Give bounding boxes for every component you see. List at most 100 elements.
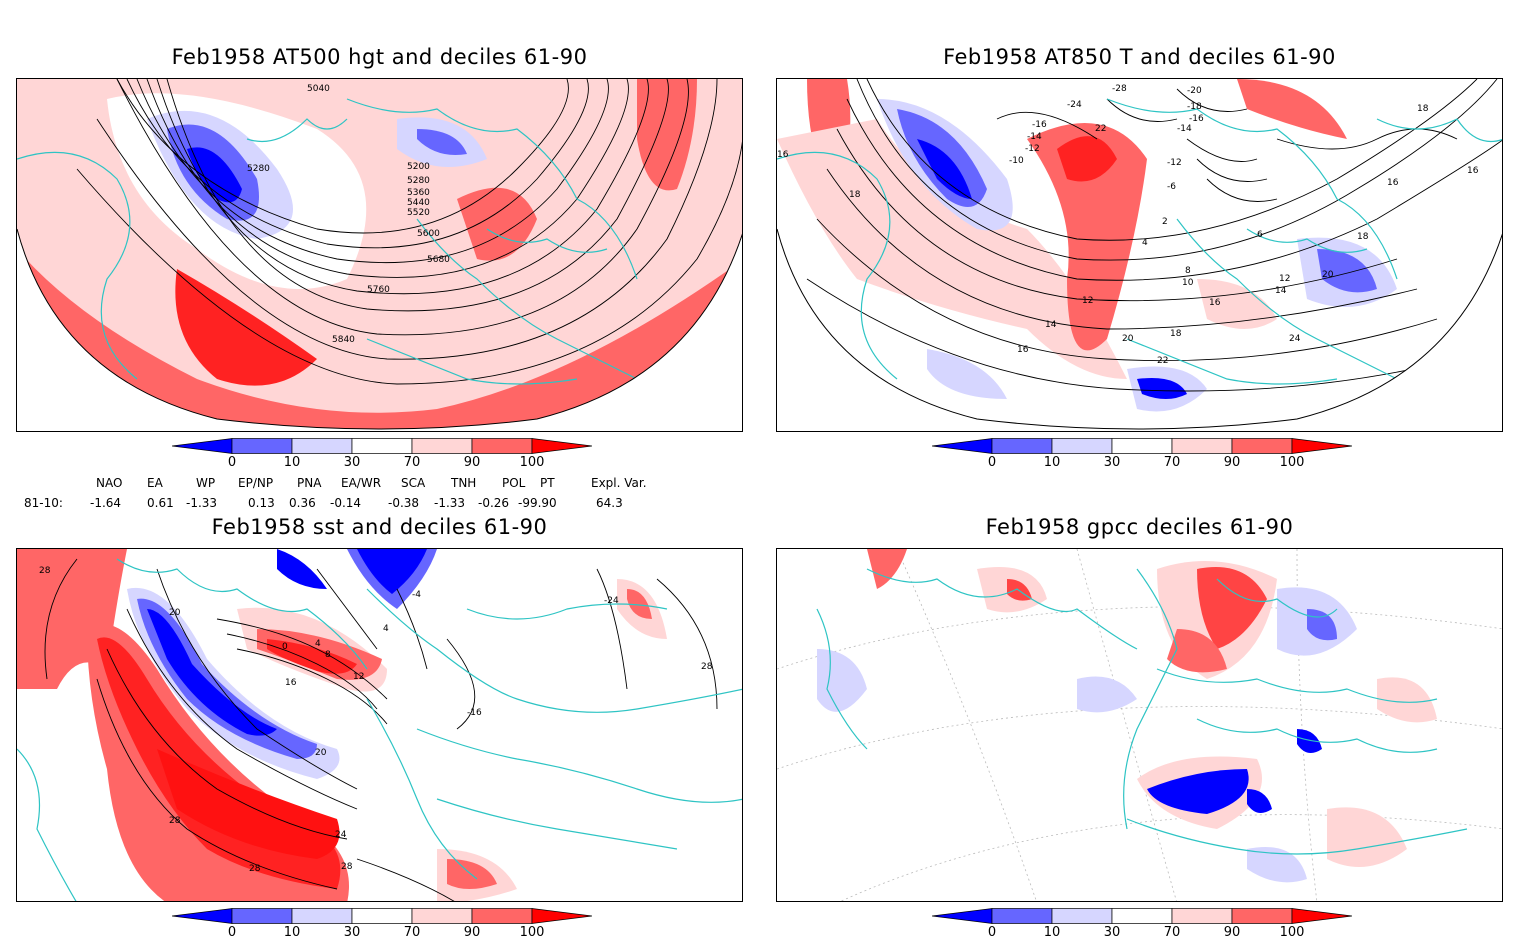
colorbar-tick-label: 100	[519, 455, 545, 470]
colorbar-tick-label: 10	[283, 925, 301, 940]
contour-label: 12	[1279, 274, 1290, 284]
contour-label: -14	[1027, 132, 1042, 142]
colorbar-gpcc: 0 10 30 70 90 100	[932, 908, 1352, 942]
contour-label: -4	[412, 590, 421, 600]
index-header-epnp: EP/NP	[238, 476, 274, 490]
index-header-wp: WP	[196, 476, 216, 490]
contour-label: 28	[341, 862, 353, 872]
contour-label: 5520	[407, 208, 430, 218]
contour-label: 10	[1182, 278, 1194, 288]
contour-label: 16	[1209, 298, 1221, 308]
index-value-epnp: 0.13	[248, 496, 275, 510]
contour-label: 5840	[332, 335, 355, 345]
index-header-tnh: TNH	[451, 476, 477, 490]
contour-label: 22	[1157, 356, 1168, 366]
contour-label: -24	[1067, 100, 1082, 110]
colorbar-tick-label: 0	[987, 925, 997, 940]
contour-label: 20	[1122, 334, 1134, 344]
contour-label: 16	[1467, 166, 1479, 176]
contour-label: 5280	[407, 176, 430, 186]
panel-title-gpcc: Feb1958 gpcc deciles 61-90	[985, 515, 1294, 539]
contour-label: 5040	[307, 84, 330, 94]
index-header-eawr: EA/WR	[341, 476, 382, 490]
colorbar-segment	[291, 908, 353, 924]
contour-label: 5280	[247, 164, 270, 174]
colorbar-segment	[351, 438, 413, 454]
index-value-pol: -0.26	[478, 496, 510, 510]
colorbar-segment-above-100	[531, 908, 592, 924]
contour-label: 4	[1142, 238, 1148, 248]
contour-label: -12	[1025, 144, 1040, 154]
contour-label: 6	[1257, 230, 1263, 240]
index-header-pt: PT	[540, 476, 555, 490]
colorbar-tick-label: 90	[463, 925, 481, 940]
contour-label: 4	[383, 624, 389, 634]
index-value-nao: -1.64	[90, 496, 122, 510]
colorbar-segment	[231, 438, 293, 454]
contour-label: -18	[1187, 102, 1202, 112]
contour-label: 20	[315, 748, 327, 758]
index-header-pol: POL	[502, 476, 526, 490]
colorbar-segment	[231, 908, 293, 924]
colorbar-segment	[1171, 438, 1233, 454]
index-header-ea: EA	[147, 476, 163, 490]
colorbar-tick-label: 30	[1103, 455, 1121, 470]
index-header-pna: PNA	[297, 476, 322, 490]
contour-label: 8	[1185, 266, 1191, 276]
contour-label: 5440	[407, 198, 430, 208]
contour-label: 4	[315, 639, 321, 649]
contour-label: 28	[249, 864, 261, 874]
colorbar-tick-label: 30	[343, 455, 361, 470]
contour-label: 12	[1082, 296, 1093, 306]
contour-label: 2	[1162, 217, 1168, 227]
contour-label: 16	[1017, 345, 1029, 355]
contour-label: 22	[1095, 124, 1106, 134]
colorbar-segment	[1231, 908, 1293, 924]
contour-label: 5360	[407, 188, 430, 198]
contour-label: 28	[169, 816, 181, 826]
contour-label: 5760	[367, 285, 390, 295]
contour-label: 5200	[407, 162, 430, 172]
contour-label: -10	[1009, 156, 1024, 166]
colorbar-hgt500: 0 10 30 70 90 100	[172, 438, 592, 472]
contour-label: 28	[701, 662, 713, 672]
colorbar-segment	[991, 908, 1053, 924]
index-value-pt: -99.90	[518, 496, 557, 510]
colorbar-graphic	[172, 438, 592, 454]
index-value-pna: 0.36	[289, 496, 316, 510]
colorbar-tick-label: 90	[1223, 455, 1241, 470]
contour-label: 18	[1170, 329, 1182, 339]
colorbar-tick-label: 100	[1279, 455, 1305, 470]
colorbar-tick-label: 0	[987, 455, 997, 470]
contour-label: 0	[282, 642, 288, 652]
contour-label: 20	[1322, 270, 1334, 280]
contour-label: 5680	[427, 255, 450, 265]
colorbar-segment	[1051, 908, 1113, 924]
contour-label: -24	[604, 596, 619, 606]
map-hgt500: 5040 5200 5280 5280 5360 5440 5520 5600 …	[16, 78, 743, 432]
index-header-nao: NAO	[96, 476, 123, 490]
index-header-explvar: Expl. Var.	[591, 476, 647, 490]
colorbar-graphic	[932, 438, 1352, 454]
index-value-wp: -1.33	[186, 496, 218, 510]
colorbar-tick-label: 0	[227, 455, 237, 470]
contour-label: -6	[1167, 182, 1176, 192]
colorbar-tick-label: 100	[519, 925, 545, 940]
index-header-sca: SCA	[401, 476, 426, 490]
colorbar-segment	[411, 438, 473, 454]
contour-label: 20	[169, 608, 181, 618]
contour-label: -14	[1177, 124, 1192, 134]
contour-label: 16	[1387, 178, 1399, 188]
map-sst: 28 20 0 4 8 12 16 4 -4 -16 20 24 28 28 2…	[16, 548, 743, 902]
index-value-ea: 0.61	[147, 496, 174, 510]
colorbar-segment-above-100	[1291, 908, 1352, 924]
contour-label: -16	[467, 708, 482, 718]
colorbar-tick-label: 0	[227, 925, 237, 940]
colorbar-tick-label: 90	[1223, 925, 1241, 940]
index-value-tnh: -1.33	[434, 496, 466, 510]
colorbar-tick-label: 70	[1163, 925, 1181, 940]
colorbar-segment	[1171, 908, 1233, 924]
contour-label: 18	[1417, 104, 1429, 114]
colorbar-segment	[291, 438, 353, 454]
colorbar-segment	[471, 438, 533, 454]
